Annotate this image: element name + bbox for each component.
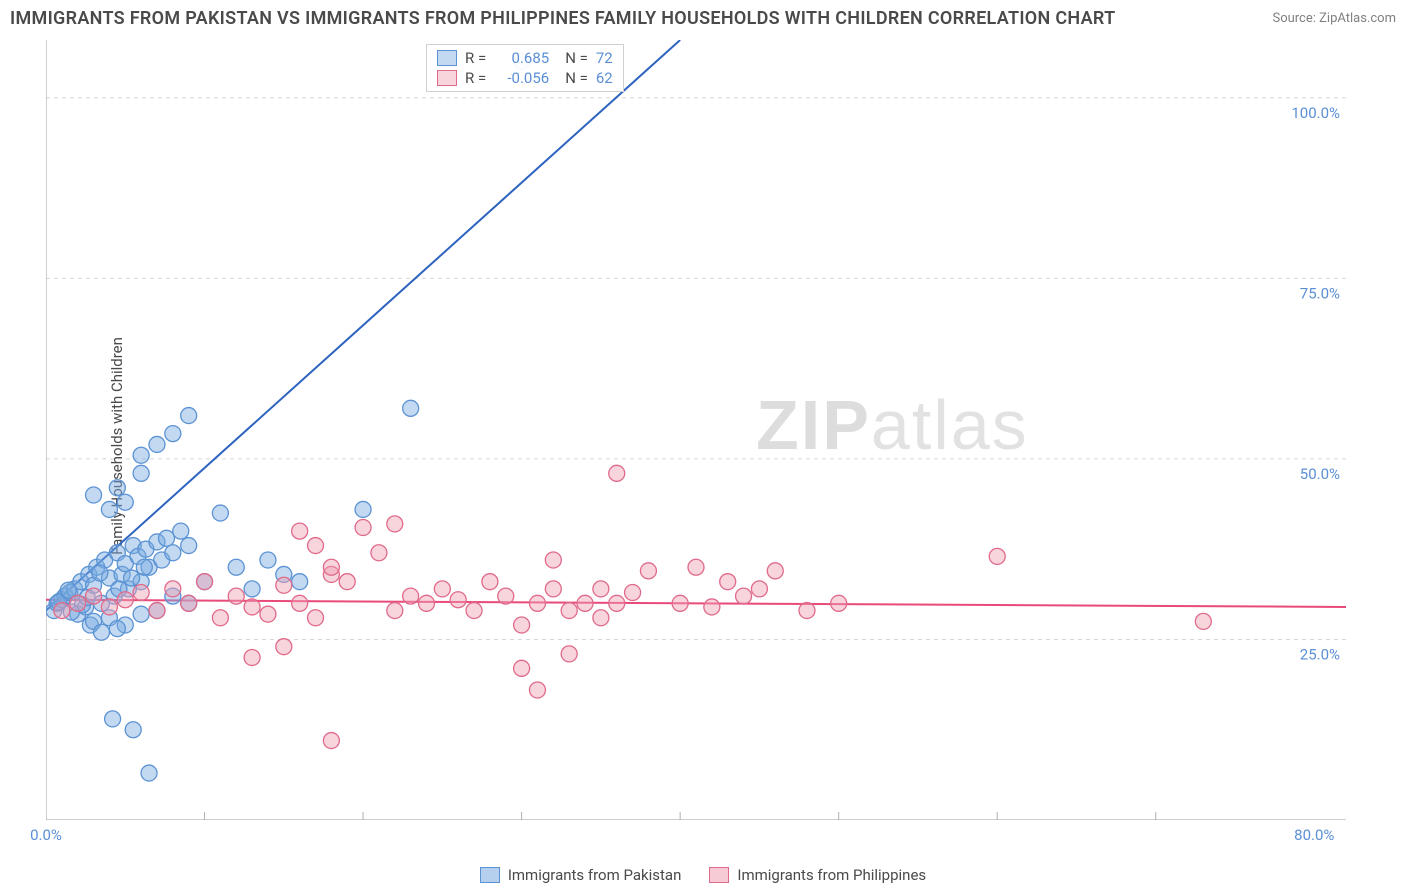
svg-text:50.0%: 50.0%: [1300, 465, 1340, 483]
legend-swatch-icon: [480, 867, 500, 883]
r-value-philippines: -0.056: [494, 69, 549, 87]
r-label: R =: [465, 49, 486, 67]
legend-label-pakistan: Immigrants from Pakistan: [508, 866, 682, 884]
r-value-pakistan: 0.685: [494, 49, 549, 67]
n-label: N =: [565, 69, 588, 87]
correlation-legend: R = 0.685 N = 72 R = -0.056 N = 62: [426, 44, 624, 92]
chart-source: Source: ZipAtlas.com: [1272, 11, 1396, 26]
scatter-plot-svg: 25.0% 50.0% 75.0% 100.0%: [46, 40, 1396, 820]
legend-swatch-pakistan: [437, 50, 457, 66]
svg-text:25.0%: 25.0%: [1300, 645, 1340, 663]
legend-label-philippines: Immigrants from Philippines: [737, 866, 926, 884]
x-tick-label: 80.0%: [1294, 826, 1334, 844]
n-value-philippines: 62: [596, 69, 613, 87]
series-legend: Immigrants from Pakistan Immigrants from…: [0, 866, 1406, 884]
chart-header: IMMIGRANTS FROM PAKISTAN VS IMMIGRANTS F…: [10, 8, 1396, 29]
chart-plot-area: 25.0%50.0%75.0%100.0% ZIPatlas R = 0.685…: [46, 40, 1396, 820]
legend-row-philippines: R = -0.056 N = 62: [437, 69, 613, 87]
legend-row-pakistan: R = 0.685 N = 72: [437, 49, 613, 67]
legend-swatch-philippines: [437, 70, 457, 86]
chart-title: IMMIGRANTS FROM PAKISTAN VS IMMIGRANTS F…: [10, 8, 1115, 29]
legend-item-philippines: Immigrants from Philippines: [709, 866, 926, 884]
x-tick-label: 0.0%: [30, 826, 62, 844]
r-label: R =: [465, 69, 486, 87]
n-label: N =: [565, 49, 588, 67]
legend-item-pakistan: Immigrants from Pakistan: [480, 866, 682, 884]
n-value-pakistan: 72: [596, 49, 613, 67]
svg-text:75.0%: 75.0%: [1300, 284, 1340, 302]
svg-text:100.0%: 100.0%: [1291, 104, 1340, 122]
legend-swatch-icon: [709, 867, 729, 883]
